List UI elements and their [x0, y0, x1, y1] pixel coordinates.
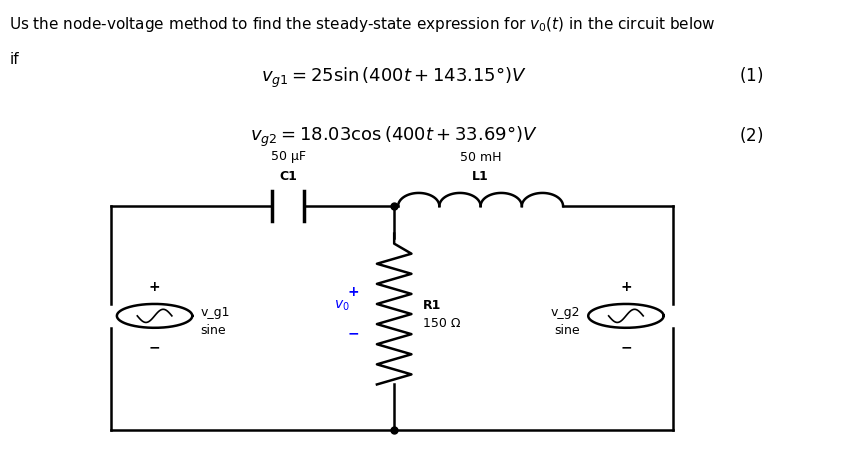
Text: if: if: [9, 51, 19, 67]
Text: $(1)$: $(1)$: [739, 65, 763, 85]
Text: +: +: [149, 279, 161, 293]
Text: −: −: [348, 325, 360, 339]
Text: Us the node-voltage method to find the steady-state expression for $v_0(t)$ in t: Us the node-voltage method to find the s…: [9, 15, 716, 34]
Text: −: −: [149, 340, 161, 353]
Text: L1: L1: [472, 169, 489, 182]
Text: v_g2: v_g2: [551, 305, 580, 318]
Text: R1: R1: [423, 298, 442, 311]
Text: C1: C1: [279, 170, 297, 183]
Text: $v_{g1} = 25\sin\left(400t + 143.15°\right)V$: $v_{g1} = 25\sin\left(400t + 143.15°\rig…: [261, 65, 527, 90]
Text: +: +: [620, 279, 632, 293]
Text: sine: sine: [555, 324, 580, 336]
Text: $(2)$: $(2)$: [739, 124, 763, 145]
Text: v_g1: v_g1: [201, 305, 229, 318]
Text: 150 Ω: 150 Ω: [423, 317, 461, 330]
Text: +: +: [348, 284, 360, 298]
Text: 50 mH: 50 mH: [460, 151, 502, 164]
Text: sine: sine: [201, 324, 226, 336]
Text: $v_{g2} = 18.03\cos\left(400t + 33.69°\right)V$: $v_{g2} = 18.03\cos\left(400t + 33.69°\r…: [250, 124, 538, 149]
Text: $v_0$: $v_0$: [333, 297, 349, 312]
Text: 50 μF: 50 μF: [271, 149, 305, 162]
Text: −: −: [620, 340, 632, 353]
